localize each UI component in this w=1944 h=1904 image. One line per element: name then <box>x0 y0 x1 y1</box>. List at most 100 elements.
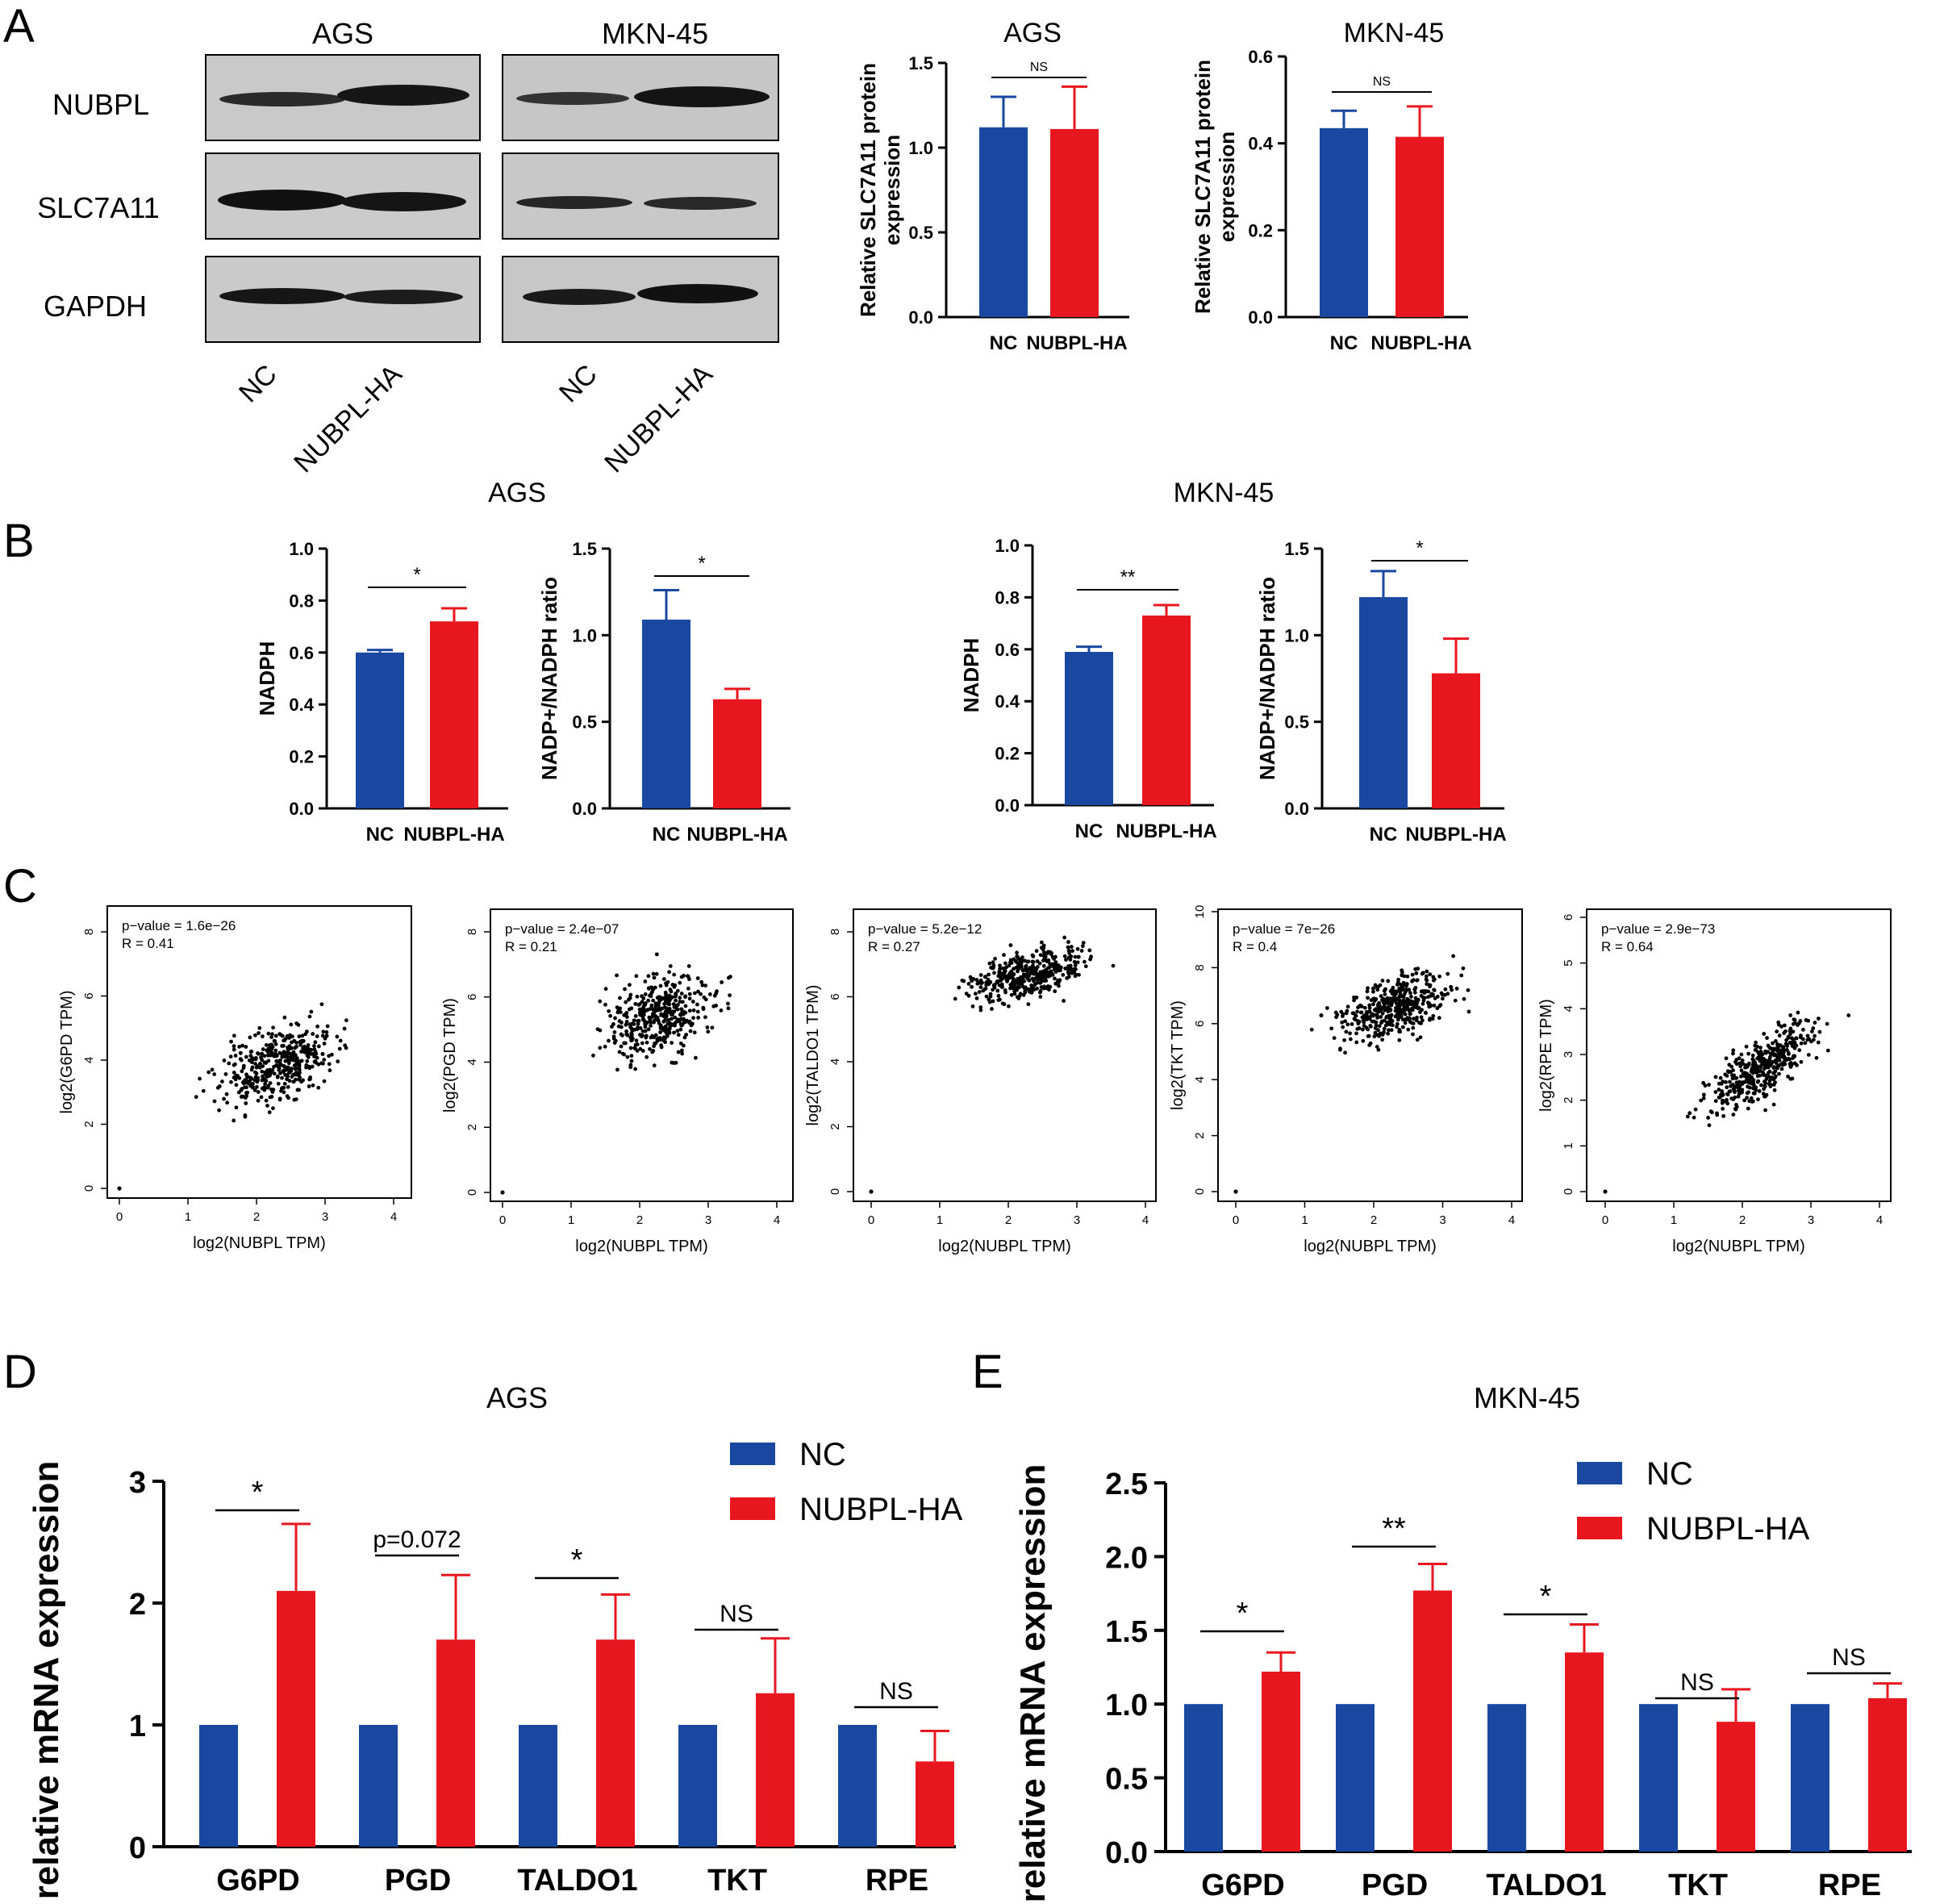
scatter-point <box>250 1065 255 1070</box>
scatter-point <box>661 1036 666 1040</box>
scatter-point <box>674 998 678 1003</box>
scatter-point <box>631 1021 635 1026</box>
scatter-point <box>287 1079 292 1084</box>
y-tick-label: 2 <box>82 1121 96 1127</box>
scatter-point <box>617 1050 622 1054</box>
scatter-point <box>300 1033 305 1038</box>
bar-taldo1-nubpl-ha <box>596 1639 635 1847</box>
scatter-point <box>232 1033 236 1038</box>
scatter-point <box>640 1000 645 1004</box>
scatter-point <box>1717 1095 1722 1100</box>
scatter-point <box>1415 1038 1420 1042</box>
scatter-point <box>1753 1047 1758 1052</box>
scatter-point <box>1405 997 1410 1002</box>
scatter-point <box>675 1029 680 1033</box>
scatter-point <box>322 1058 327 1062</box>
scatter-point <box>690 1021 695 1026</box>
y-tick-label: 0 <box>129 1831 146 1865</box>
y-tick-label: 0.0 <box>1248 307 1273 328</box>
scatter-point <box>993 956 997 961</box>
scatter-point <box>726 1006 731 1011</box>
scatter-point <box>255 1079 260 1084</box>
scatter-point <box>603 1002 607 1007</box>
scatter-point <box>1734 1062 1739 1067</box>
scatter-point <box>212 1099 217 1104</box>
x-tick-label: RPE <box>1818 1869 1881 1902</box>
scatter-point <box>1466 1009 1471 1014</box>
scatter-point <box>1053 954 1058 959</box>
y-axis-label: Relative SLC7A11 proteinexpression <box>856 63 904 317</box>
y-tick-label: 1 <box>129 1710 146 1743</box>
x-tick-label: 0 <box>1602 1213 1608 1227</box>
scatter-point <box>1041 986 1046 991</box>
scatter-point <box>1039 940 1044 945</box>
scatter-point <box>289 1022 294 1027</box>
scatter-point <box>671 1002 676 1006</box>
scatter-point <box>1360 1027 1365 1032</box>
scatter-point <box>1758 1068 1763 1073</box>
scatter-point <box>682 1043 686 1048</box>
scatter-point <box>1765 1036 1769 1040</box>
significance-label: NS <box>1373 75 1391 89</box>
scatter-point <box>625 1033 630 1038</box>
scatter-point <box>1386 1031 1390 1036</box>
y-axis-label: NADP+/NADPH ratio <box>1255 577 1279 780</box>
x-tick-label: TALDO1 <box>1486 1869 1606 1902</box>
scatter-point <box>1066 970 1070 974</box>
scatter-point <box>1791 1038 1796 1042</box>
scatter-point <box>1071 968 1076 973</box>
scatter-point <box>1329 1026 1334 1031</box>
scatter-point <box>1009 961 1014 965</box>
scatter-point <box>624 1011 628 1016</box>
scatter-point <box>290 1040 294 1045</box>
scatter-point <box>1412 1017 1416 1021</box>
scatter-point <box>670 1041 674 1045</box>
scatter-point <box>644 1035 649 1040</box>
y-tick-label: 0 <box>1193 1188 1207 1195</box>
scatter-point <box>591 1053 595 1058</box>
blot-cellline-mkn45: MKN-45 <box>602 17 708 50</box>
scatter-point <box>674 992 678 997</box>
scatter-point <box>703 1015 707 1020</box>
scatter-point <box>651 986 655 991</box>
x-tick-label: 3 <box>1808 1213 1814 1227</box>
scatter-point <box>201 1088 206 1093</box>
scatter-point <box>291 1054 296 1059</box>
scatter-point <box>686 964 691 968</box>
scatter-point <box>198 1076 202 1081</box>
scatter-point <box>1325 1006 1329 1010</box>
chart-title: AGS <box>486 1381 548 1414</box>
scatter-point <box>1354 1040 1359 1045</box>
x-tick-label: NC <box>366 824 394 846</box>
x-tick-label: NUBPL-HA <box>1370 332 1471 354</box>
scatter-point <box>500 1190 505 1195</box>
scatter-point <box>1062 935 1067 940</box>
scatter-point <box>666 1000 671 1005</box>
scatter-point <box>1757 1089 1762 1093</box>
y-tick-label: 3 <box>1562 1051 1575 1058</box>
scatter-point <box>282 1015 287 1020</box>
scatter-point <box>1782 1062 1787 1067</box>
legend-swatch-nubpl-ha <box>730 1497 775 1520</box>
scatter-point <box>640 1033 645 1038</box>
scatter-point <box>322 1042 327 1046</box>
scatter-point <box>1376 1028 1380 1033</box>
scatter-point <box>977 990 982 994</box>
scatter-point <box>276 1081 281 1086</box>
scatter-point <box>984 994 989 999</box>
scatter-point <box>1367 1008 1372 1013</box>
scatter-point <box>1428 972 1433 977</box>
scatter-point <box>1035 986 1039 991</box>
y-tick-label: 0.6 <box>995 640 1020 660</box>
scatter-point <box>643 992 648 996</box>
bar-nc <box>1359 597 1408 808</box>
scatter-point <box>290 1051 295 1056</box>
scatter-point <box>1021 992 1026 997</box>
scatter-point <box>1782 1047 1787 1052</box>
y-tick-label: 1.0 <box>1284 625 1309 645</box>
bar-nubpl-ha <box>1142 615 1191 805</box>
y-tick-label: 2.5 <box>1105 1468 1148 1501</box>
r-value-label: R = 0.27 <box>868 939 920 954</box>
y-tick-label: 0.4 <box>289 695 314 715</box>
